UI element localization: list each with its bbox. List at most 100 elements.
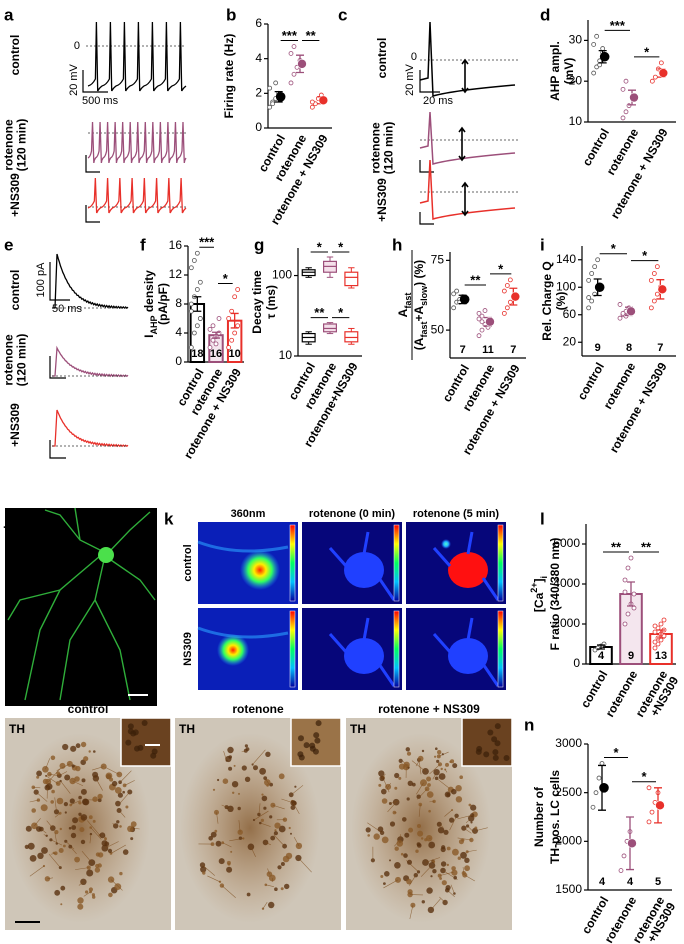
stained-cell [418, 802, 423, 807]
stained-cell [265, 751, 271, 757]
significance-label: ** [611, 539, 622, 554]
mean-marker [599, 782, 609, 793]
stained-cell [451, 788, 457, 795]
stained-fiber [267, 868, 270, 875]
stained-cell [77, 903, 84, 910]
stained-fiber [447, 889, 455, 897]
data-point [593, 790, 599, 796]
y-axis-label-part: fast [419, 322, 429, 338]
stained-fiber [216, 812, 219, 824]
stain-label: TH [350, 722, 366, 736]
stained-cell [200, 866, 207, 873]
stained-cell [381, 836, 389, 844]
stained-cell [215, 840, 222, 847]
stained-cell [68, 826, 72, 830]
scale-y-label: 20 mV [404, 63, 416, 95]
stained-fiber [110, 844, 127, 854]
imaging-column-label: 360nm [231, 508, 266, 520]
inset-cell [491, 736, 498, 743]
panel-label: n [524, 715, 534, 734]
y-axis-label: F ratio (340/380 nm) [548, 538, 562, 651]
y-axis-label-part: Number of [532, 786, 546, 847]
inset-cell [315, 720, 322, 727]
stained-fiber [48, 853, 61, 868]
trace-row-label: +NS309 [375, 178, 389, 222]
stained-cell [392, 810, 397, 815]
voltage-trace [87, 177, 187, 214]
stained-cell [92, 796, 98, 802]
neurite [44, 509, 105, 553]
stained-fiber [83, 891, 91, 897]
y-axis-label-part: slow [419, 285, 429, 306]
stained-cell [264, 883, 268, 887]
y-axis-label: AHP ampl. [548, 41, 562, 101]
y-axis-label-part: Decay time [250, 270, 264, 334]
stained-cell [44, 876, 51, 882]
n-label: 16 [210, 348, 222, 360]
stained-cell [221, 841, 225, 845]
y-axis-label-part: (A [412, 337, 426, 350]
stained-cell [91, 893, 95, 897]
mean-marker [626, 306, 636, 317]
y-axis-label-part: AHP [149, 316, 159, 335]
stained-fiber [221, 885, 236, 898]
data-point [623, 78, 629, 84]
stained-cell [88, 887, 93, 892]
neurite [59, 559, 105, 701]
stained-cell [378, 783, 382, 787]
stained-cell [79, 827, 85, 833]
y-tick-label: 3000 [555, 736, 582, 750]
stained-cell [227, 862, 231, 866]
n-label: 4 [627, 876, 634, 888]
stained-fiber [70, 846, 77, 854]
stained-cell [285, 852, 293, 860]
cell-signal [448, 638, 488, 674]
stained-fiber [409, 875, 417, 886]
scale-x-label: 50 ms [52, 303, 82, 315]
stained-cell [261, 795, 268, 802]
stained-fiber [253, 810, 269, 821]
stained-cell [78, 795, 82, 800]
stained-cell [81, 778, 86, 783]
data-point [216, 316, 222, 321]
cell-process [328, 617, 396, 687]
stained-cell [428, 841, 436, 849]
stained-cell [59, 827, 62, 831]
y-axis-label-part: Firing rate (Hz) [222, 34, 236, 119]
stained-cell [290, 805, 296, 810]
stained-cell [56, 797, 64, 805]
y-tick-label: 30 [569, 33, 583, 47]
stained-fiber [59, 771, 68, 776]
y-tick-label: 10 [569, 114, 583, 128]
stained-fiber [207, 875, 221, 883]
data-point [507, 277, 513, 283]
stained-cell [274, 887, 278, 891]
stained-fiber [467, 825, 476, 834]
data-point [589, 298, 595, 304]
y-axis-label-part: τ (ms) [264, 285, 278, 319]
color-scale [393, 610, 400, 688]
error-bar [212, 331, 220, 339]
y-tick-label: 2000 [553, 616, 580, 630]
trace-row-label: (120 min) [15, 119, 29, 172]
y-axis-label-part: TH-pos. LC cells [548, 770, 562, 864]
soma [98, 547, 114, 563]
stained-cell [417, 830, 424, 837]
y-axis-label-part: fast [403, 293, 413, 309]
stained-cell [259, 821, 262, 825]
stained-cell [449, 760, 452, 763]
stained-cell [97, 863, 102, 868]
stained-cell [122, 790, 125, 794]
significance-label: *** [282, 28, 298, 43]
stained-cell [268, 901, 275, 909]
y-axis-label-part: ) (%) [412, 260, 426, 286]
stained-cell [117, 792, 123, 798]
stained-fiber [119, 770, 132, 783]
data-point [188, 265, 194, 271]
data-point [451, 305, 457, 311]
trace-row-label: (120 min) [382, 122, 396, 175]
stained-cell [389, 821, 396, 827]
stained-fiber [265, 842, 271, 846]
stained-cell [458, 839, 464, 845]
data-point [504, 305, 510, 311]
